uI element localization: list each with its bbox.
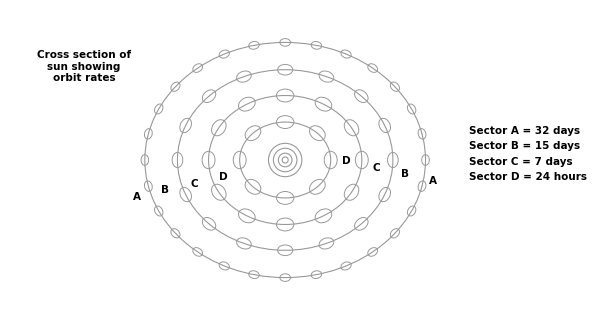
Text: B: B [162, 185, 170, 196]
Text: Sector B = 15 days: Sector B = 15 days [469, 141, 580, 151]
Text: A: A [133, 192, 141, 202]
Text: C: C [373, 163, 380, 173]
Text: C: C [190, 179, 198, 189]
Text: Sector A = 32 days: Sector A = 32 days [469, 126, 580, 136]
Text: Cross section of
sun showing
orbit rates: Cross section of sun showing orbit rates [37, 50, 131, 83]
Text: D: D [342, 156, 351, 166]
Text: D: D [219, 172, 228, 182]
Text: A: A [429, 176, 437, 186]
Text: Sector D = 24 hours: Sector D = 24 hours [469, 172, 587, 182]
Text: B: B [401, 169, 409, 179]
Text: Sector C = 7 days: Sector C = 7 days [469, 156, 572, 166]
